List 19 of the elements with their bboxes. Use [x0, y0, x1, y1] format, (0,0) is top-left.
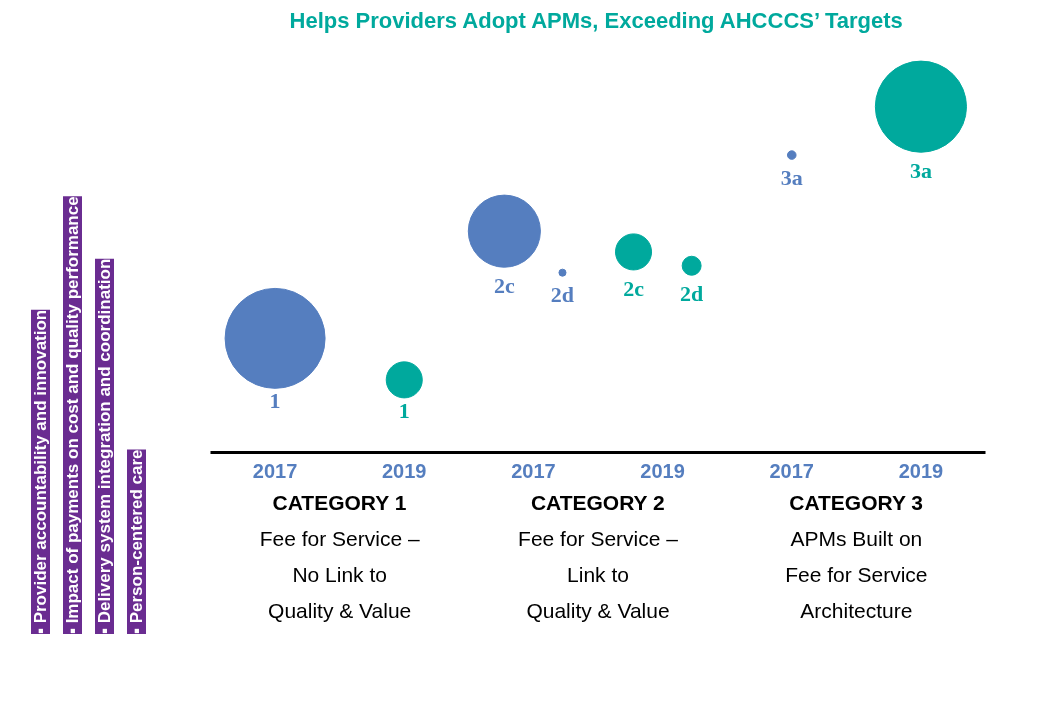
- series-label: 3a: [909, 158, 932, 184]
- x-tick-label: 2017: [252, 459, 298, 482]
- x-tick-label: 2017: [511, 459, 556, 482]
- series-label: 1: [269, 388, 281, 414]
- x-tick-label: 2019: [898, 459, 944, 482]
- text: CATEGORY 1 Fee for Service – No Link to Quality & Value: [259, 490, 420, 622]
- chart-title: Helps Providers Adopt APMs, Exceeding AHCCCS’ Targets: [289, 7, 903, 33]
- x-tick-label: 2019: [640, 459, 685, 482]
- series-label: 2c: [493, 273, 515, 299]
- text: CATEGORY 3 APMs Built on Fee for Service Architecture: [785, 490, 928, 622]
- y-axis-title: ▪ Provider accountability and innovation ▪ Impact of payments on cost and quality performance ▪ Delivery system integration and coordination ▪ Person-centered care: [31, 196, 146, 635]
- text: 2d: [550, 282, 575, 308]
- series-label: 2d: [680, 281, 704, 307]
- text: 2c: [623, 275, 644, 301]
- text: 3a: [780, 165, 803, 191]
- x-tick-label: 2019: [382, 459, 427, 482]
- text: 1: [398, 397, 410, 423]
- x-tick-label: 2017: [769, 459, 814, 482]
- text: CATEGORY 2 Fee for Service – Link to Quality & Value: [518, 490, 679, 622]
